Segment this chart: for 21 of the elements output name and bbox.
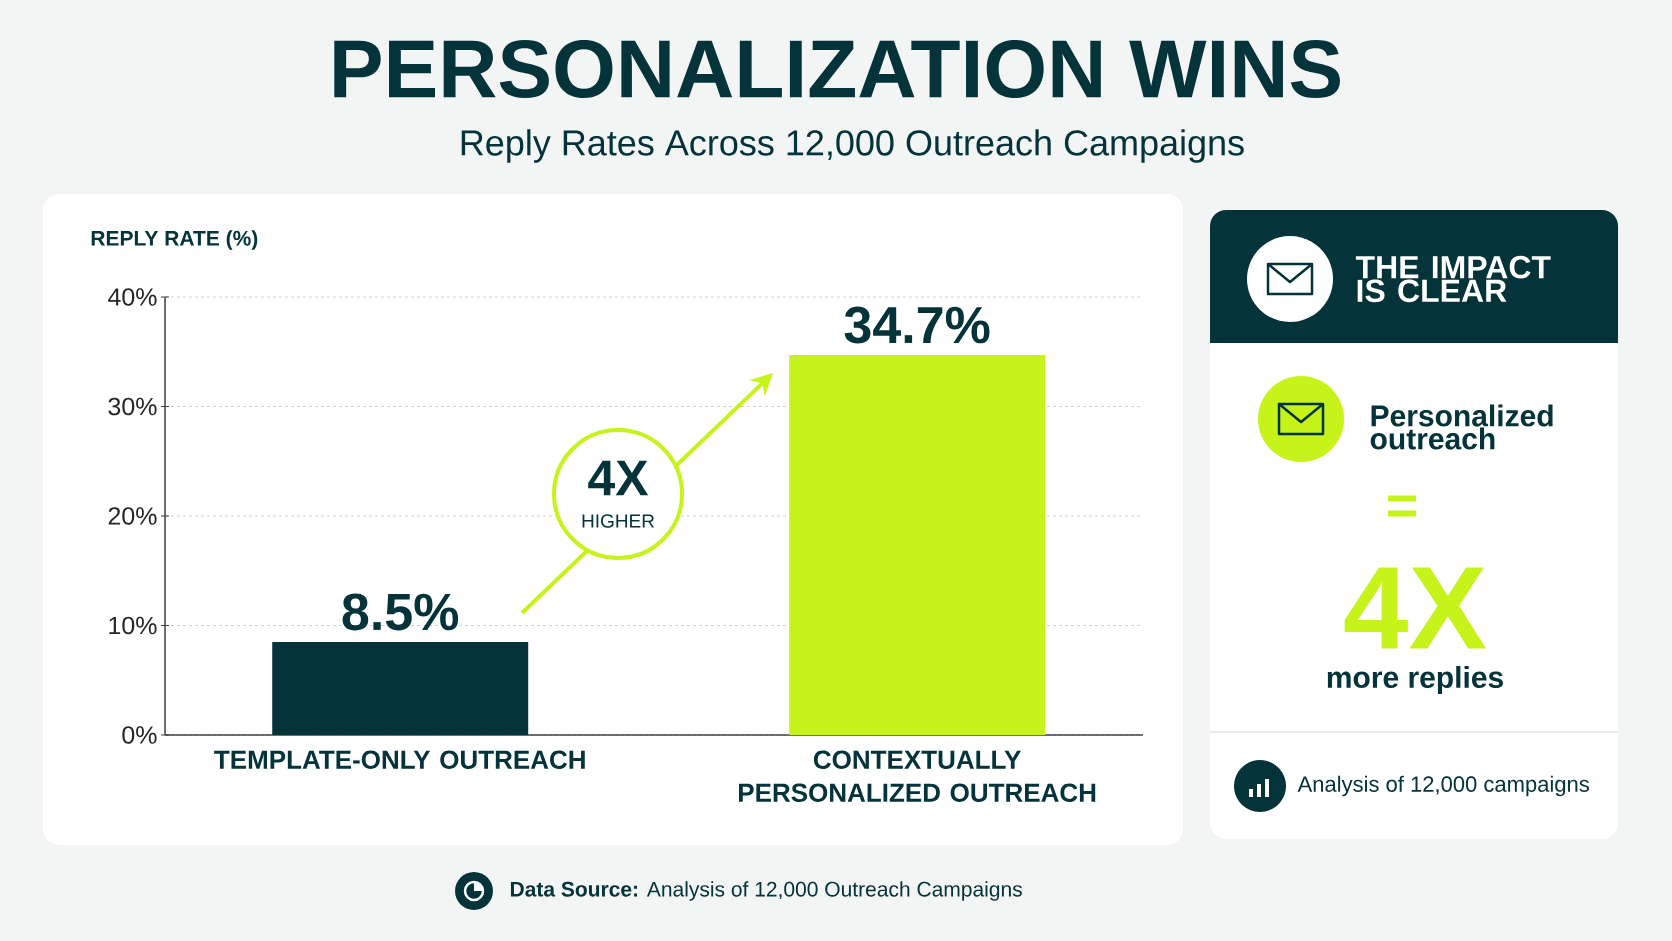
text: THE IMPACT IS CLEAR — [1355, 255, 1551, 303]
text: more replies — [1327, 666, 1503, 694]
y-tick-label: 0% — [122, 726, 157, 744]
y-tick-label: 20% — [108, 507, 157, 525]
y-tick-label: 40% — [108, 288, 157, 306]
annotation: HIGHER — [582, 514, 655, 528]
y-axis-title: REPLY RATE (%) — [91, 230, 258, 250]
chart-title: PERSONALIZATION WINS — [334, 39, 1340, 99]
text: 4X — [1344, 567, 1487, 649]
text: Data Source: Analysis of 12,000 Outreach Campaigns — [510, 881, 1022, 901]
text: = — [1387, 495, 1417, 517]
text: Personalized outreach — [1370, 404, 1553, 450]
x-tick-label: CONTEXTUALLY PERSONALIZED OUTREACH — [739, 750, 1096, 802]
x-tick-label: TEMPLATE-ONLY OUTREACH — [214, 750, 585, 769]
annotation: 4X — [588, 460, 649, 496]
data-label: 34.7% — [844, 306, 990, 344]
data-label: 8.5% — [342, 593, 459, 631]
y-tick-label: 10% — [109, 616, 157, 635]
y-tick-label: 30% — [108, 397, 157, 416]
chart-subtitle: Reply Rates Across 12,000 Outreach Campaigns — [461, 129, 1244, 163]
text: Analysis of 12,000 campaigns — [1297, 775, 1589, 797]
